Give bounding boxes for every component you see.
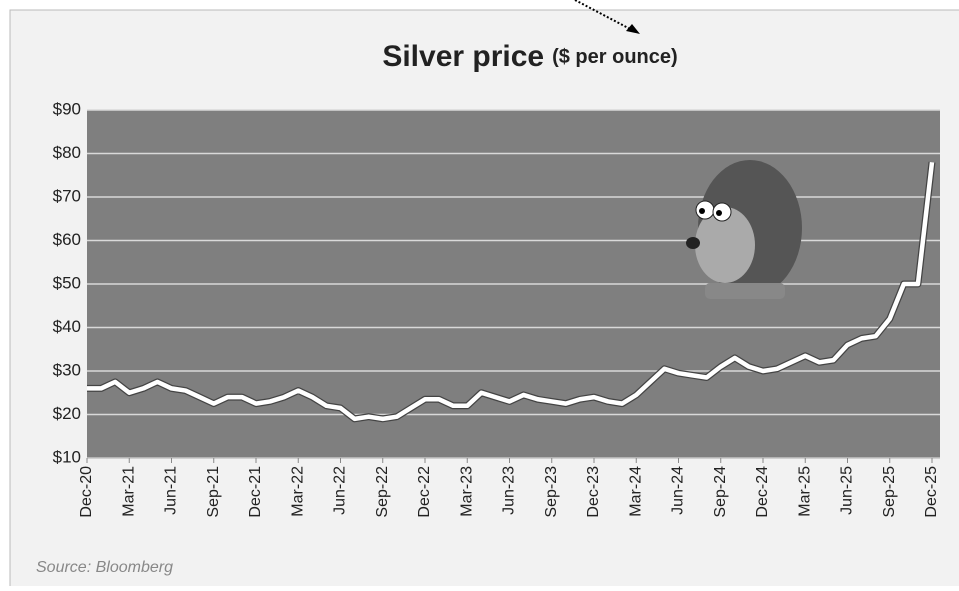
y-tick-label: $10 — [53, 447, 81, 466]
x-tick-label: Mar-23 — [458, 466, 475, 517]
x-tick-label: Jun-22 — [332, 466, 349, 515]
title-unit: ($ per ounce) — [552, 46, 678, 68]
x-tick-label: Sep-22 — [374, 466, 391, 518]
y-tick-label: $60 — [53, 230, 81, 249]
x-tick-label: Sep-23 — [543, 466, 560, 518]
source: Source: Bloomberg — [36, 559, 173, 576]
y-tick-label: $80 — [53, 143, 81, 162]
title: Silver price — [382, 40, 544, 73]
nose — [686, 237, 700, 249]
y-tick-label: $40 — [53, 317, 81, 336]
x-tick-label: Dec-25 — [923, 466, 940, 518]
x-tick-label: Mar-21 — [120, 466, 137, 517]
x-tick-label: Jun-25 — [839, 466, 856, 515]
y-tick-label: $30 — [53, 360, 81, 379]
x-tick-label: Mar-25 — [796, 466, 813, 517]
x-tick-label: Dec-20 — [78, 466, 95, 518]
pupil — [716, 210, 722, 216]
eye — [712, 202, 732, 222]
x-tick-label: Sep-25 — [881, 466, 898, 518]
pupil — [699, 208, 705, 214]
line — [87, 161, 935, 422]
x-tick-label: Mar-24 — [627, 466, 644, 517]
y-tick-label: $50 — [53, 273, 81, 292]
collar — [705, 283, 785, 299]
eye — [695, 200, 715, 220]
x-tick-label: Jun-21 — [163, 466, 180, 515]
x-tick-label: Dec-21 — [247, 466, 264, 518]
arrow-head — [626, 24, 640, 34]
x-tick-label: Dec-23 — [585, 466, 602, 518]
y-tick-label: $20 — [53, 404, 81, 423]
x-tick-label: Jun-23 — [501, 466, 518, 515]
x-tick-label: Jun-24 — [670, 466, 687, 515]
chart-title: Silver price ($ per ounce) — [382, 40, 677, 73]
muzzle — [695, 207, 755, 283]
monkey-face — [686, 160, 802, 299]
y-tick-label: $90 — [53, 99, 81, 118]
x-tick-label: Dec-22 — [416, 466, 433, 518]
x-tick-label: Mar-22 — [289, 466, 306, 517]
x-tick-label: Dec-24 — [754, 466, 771, 518]
x-tick-label: Sep-24 — [712, 466, 729, 518]
pointer-arrow — [574, 0, 633, 31]
y-tick-label: $70 — [53, 186, 81, 205]
x-tick-label: Sep-21 — [205, 466, 222, 518]
